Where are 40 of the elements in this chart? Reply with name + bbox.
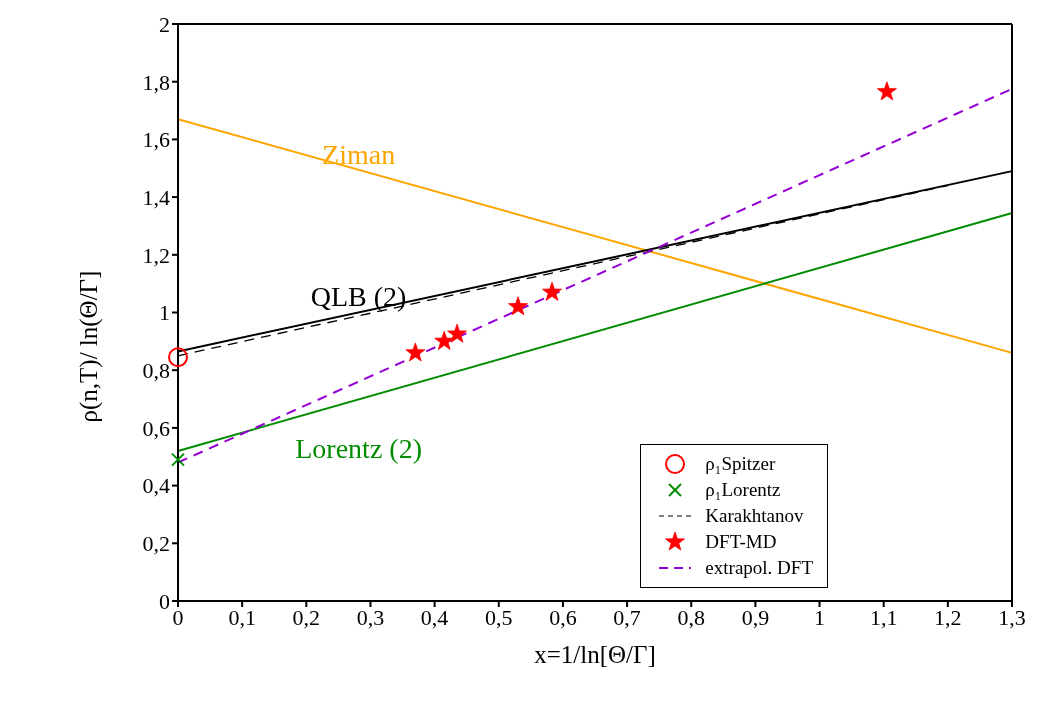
point: [542, 281, 562, 301]
x-tick-label: 0,5: [485, 604, 513, 630]
point: [447, 323, 467, 343]
point: [168, 347, 188, 368]
x-tick-label: 0,6: [549, 604, 577, 630]
y-tick-label: 0: [159, 588, 170, 614]
x-tick-label: 1,2: [934, 604, 962, 630]
x-axis-title: x=1/ln[Θ/Γ]: [534, 641, 656, 668]
legend-label: extrapol. DFT: [705, 557, 813, 579]
point: [876, 81, 897, 101]
x-tick-label: 1,3: [998, 604, 1026, 630]
y-axis-title: ρ(n,T)/ ln(Θ/Γ]: [74, 270, 103, 423]
x-tick-label: 0,7: [613, 604, 641, 630]
x-tick-label: 1: [814, 604, 826, 630]
point: [405, 342, 426, 362]
legend-label: ρ₁Lorentz: [705, 479, 781, 501]
x-tick-label: 1,1: [869, 604, 898, 630]
x-tick-label: 0,1: [228, 604, 256, 630]
y-tick-label: 0,6: [142, 415, 170, 441]
y-tick-label: 1,6: [142, 127, 170, 153]
series-label: Ziman: [322, 138, 396, 170]
x-tick-label: 0,2: [292, 604, 321, 630]
x-tick-label: 0,8: [677, 604, 705, 630]
point: [508, 296, 528, 316]
point: [434, 330, 455, 350]
x-tick-label: 0,4: [420, 604, 449, 630]
y-tick-label: 0,8: [142, 358, 170, 384]
legend-label: DFT-MD: [705, 531, 777, 553]
y-tick-label: 1,8: [142, 69, 170, 95]
y-tick-label: 1: [159, 300, 170, 326]
legend-label: Karakhtanov: [705, 505, 804, 527]
y-tick-label: 0,2: [142, 531, 170, 557]
x-tick-label: 0,3: [356, 604, 385, 630]
legend-label: ρ₁Spitzer: [705, 453, 776, 475]
series-label: Lorentz (2): [295, 433, 422, 465]
y-tick-label: 1,4: [142, 184, 170, 210]
y-tick-label: 2: [159, 11, 170, 37]
y-tick-label: 1,2: [142, 242, 170, 268]
y-tick-label: 0,4: [142, 473, 170, 499]
x-tick-label: 0,9: [741, 604, 770, 630]
